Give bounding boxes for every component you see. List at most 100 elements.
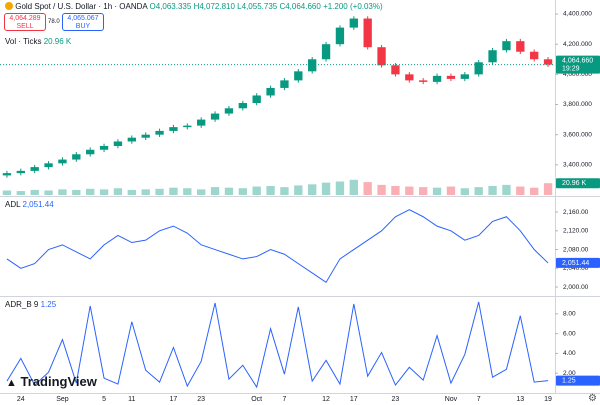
ohlc-low: L4,055.735 bbox=[237, 2, 278, 11]
y-tick-label: 2,040.00 bbox=[563, 265, 589, 272]
x-tick-label: 7 bbox=[477, 396, 481, 403]
volume-bar bbox=[113, 188, 123, 195]
y-tick-label: 3,800.000 bbox=[563, 101, 592, 108]
candle-body bbox=[99, 145, 109, 150]
indicator-line bbox=[6, 209, 549, 284]
x-tick-label: 17 bbox=[170, 396, 178, 403]
candle-body bbox=[502, 41, 511, 51]
candle-body bbox=[530, 51, 539, 60]
volume-bar bbox=[335, 181, 345, 195]
ohlc-open: O4,063.335 bbox=[149, 2, 192, 11]
buy-button[interactable]: 4,065.067 BUY bbox=[62, 13, 104, 31]
logo-text: TradingView bbox=[20, 374, 97, 389]
x-tick-label: 24 bbox=[17, 396, 25, 403]
candle-body bbox=[474, 62, 483, 75]
symbol-header: Gold Spot / U.S. Dollar · 1h · OANDA O4,… bbox=[5, 2, 383, 11]
volume-bar bbox=[127, 189, 136, 195]
volume-bar bbox=[294, 185, 303, 195]
y-tick-label: 4.00 bbox=[563, 350, 576, 357]
volume-legend-value: 20.96 K bbox=[43, 37, 72, 46]
volume-bar bbox=[44, 190, 53, 195]
y-tick-label: 4,400.000 bbox=[563, 11, 592, 18]
x-tick-label: 13 bbox=[516, 396, 524, 403]
settings-icon[interactable]: ⚙ bbox=[588, 393, 597, 404]
volume-bar bbox=[238, 188, 247, 195]
volume-bar bbox=[266, 186, 275, 195]
buy-label: BUY bbox=[75, 23, 91, 30]
volume-bar bbox=[183, 188, 192, 195]
adr-legend: ADR_B 9 1.25 bbox=[5, 300, 56, 309]
volume-bar bbox=[516, 186, 525, 195]
volume-bar bbox=[391, 186, 400, 195]
volume-bar bbox=[86, 188, 95, 195]
volume-bar bbox=[543, 183, 553, 195]
y-tick-label: 2,160.00 bbox=[563, 209, 589, 216]
y-tick-label: 2,000.00 bbox=[563, 284, 589, 291]
sell-price: 4,064.289 bbox=[9, 15, 41, 22]
ohlc-high: H4,072.810 bbox=[193, 2, 235, 11]
candle-body bbox=[72, 154, 81, 160]
symbol-icon bbox=[5, 2, 13, 10]
candle-body bbox=[266, 87, 275, 96]
last-price-label: 4,064.660 bbox=[562, 57, 593, 64]
ohlc-change: +1.200 (+0.03%) bbox=[323, 2, 383, 11]
volume-bar bbox=[224, 187, 234, 195]
volume-bar bbox=[377, 184, 386, 195]
candle-body bbox=[419, 80, 428, 82]
x-tick-label: 19 bbox=[544, 396, 552, 403]
x-tick-label: 11 bbox=[128, 396, 135, 403]
candle-body bbox=[169, 127, 178, 131]
candle-body bbox=[516, 41, 525, 52]
candle-body bbox=[432, 75, 442, 82]
x-tick-label: Sep bbox=[56, 396, 69, 403]
x-tick-label: 23 bbox=[392, 396, 400, 403]
candle-body bbox=[183, 125, 192, 128]
x-tick-label: 7 bbox=[282, 396, 286, 403]
volume-bar bbox=[155, 188, 164, 195]
y-tick-label: 6.00 bbox=[563, 330, 576, 337]
candle-body bbox=[224, 108, 234, 114]
volume-bar bbox=[16, 191, 25, 195]
candle-body bbox=[363, 18, 372, 48]
x-tick-label: 5 bbox=[102, 396, 106, 403]
volume-bar bbox=[474, 187, 483, 195]
logo[interactable]: ▲ TradingView bbox=[6, 374, 97, 389]
volume-bar bbox=[58, 189, 67, 195]
adr-legend-value: 1.25 bbox=[40, 300, 57, 309]
volume-bar bbox=[72, 189, 81, 195]
candle-body bbox=[30, 167, 39, 171]
indicator-last-label: 1.25 bbox=[562, 377, 576, 384]
indicator-last-label-bg bbox=[556, 257, 600, 268]
y-tick-label: 2,120.00 bbox=[563, 228, 589, 235]
volume-bar bbox=[502, 184, 511, 195]
x-tick-label: 23 bbox=[197, 396, 205, 403]
candle-body bbox=[349, 18, 358, 28]
last-price-label-time: 19:29 bbox=[562, 65, 580, 72]
sell-label: SELL bbox=[16, 23, 34, 30]
volume-bar bbox=[363, 182, 372, 195]
candle-body bbox=[377, 47, 386, 66]
symbol-title: Gold Spot / U.S. Dollar · 1h · OANDA bbox=[15, 2, 148, 11]
candle-body bbox=[308, 59, 317, 72]
candle-body bbox=[543, 59, 553, 65]
candle-body bbox=[197, 119, 206, 126]
y-tick-label: 3,400.000 bbox=[563, 162, 592, 169]
volume-bar bbox=[210, 187, 220, 195]
x-tick-label: Oct bbox=[251, 396, 262, 403]
volume-bar bbox=[321, 182, 331, 195]
volume-bar bbox=[280, 187, 289, 195]
volume-title: Vol · Ticks bbox=[5, 37, 42, 46]
candle-body bbox=[86, 149, 95, 155]
adl-legend: ADL 2,051.44 bbox=[5, 200, 54, 209]
volume-last-label-bg bbox=[556, 178, 600, 189]
candle-body bbox=[127, 137, 136, 142]
sell-button[interactable]: 4,064.289 SELL bbox=[4, 13, 46, 31]
x-tick-label: Nov bbox=[445, 396, 458, 403]
volume-legend: Vol · Ticks 20.96 K bbox=[5, 37, 71, 46]
y-tick-label: 2.00 bbox=[563, 370, 576, 377]
candle-body bbox=[321, 44, 331, 60]
volume-last-label: 20.96 K bbox=[562, 180, 586, 187]
candle-body bbox=[238, 103, 247, 109]
candle-body bbox=[488, 50, 497, 63]
